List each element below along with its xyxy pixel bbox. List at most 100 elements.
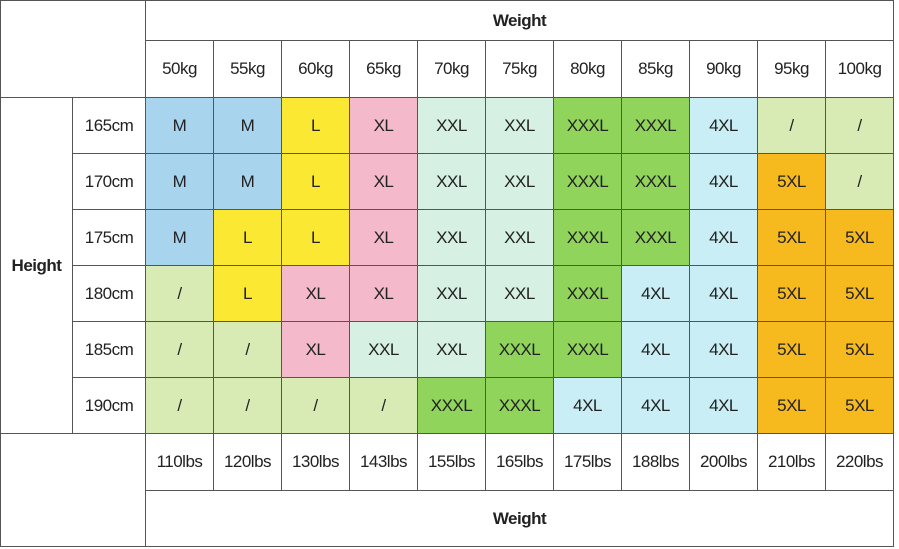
bottom-blank [0, 433, 146, 547]
height-label: 185cm [72, 321, 146, 378]
size-cell: 4XL [621, 377, 690, 434]
size-cell: XXXL [553, 265, 622, 322]
size-cell: XXXL [553, 97, 622, 154]
size-cell: 5XL [825, 265, 894, 322]
row-label: Height [0, 97, 73, 434]
kg-label: 55kg [213, 40, 282, 98]
size-cell: / [349, 377, 418, 434]
size-cell: M [145, 97, 214, 154]
size-cell: XXXL [621, 209, 690, 266]
lbs-label: 175lbs [553, 433, 622, 491]
size-cell: XXL [485, 209, 554, 266]
size-cell: / [213, 321, 282, 378]
size-cell: XL [349, 265, 418, 322]
height-label: 180cm [72, 265, 146, 322]
height-label: 170cm [72, 153, 146, 210]
size-cell: 5XL [825, 209, 894, 266]
size-cell: XXL [485, 153, 554, 210]
size-cell: XXL [417, 209, 486, 266]
size-cell: 5XL [757, 321, 826, 378]
size-cell: XXXL [553, 321, 622, 378]
size-cell: M [145, 153, 214, 210]
size-cell: / [825, 97, 894, 154]
size-cell: XXL [417, 153, 486, 210]
size-cell: / [757, 97, 826, 154]
size-cell: M [213, 97, 282, 154]
size-cell: 4XL [553, 377, 622, 434]
size-cell: 5XL [825, 377, 894, 434]
size-cell: / [825, 153, 894, 210]
size-cell: 4XL [689, 209, 758, 266]
size-cell: L [213, 265, 282, 322]
lbs-label: 120lbs [213, 433, 282, 491]
size-cell: 4XL [689, 321, 758, 378]
size-cell: XL [349, 153, 418, 210]
kg-label: 95kg [757, 40, 826, 98]
lbs-label: 200lbs [689, 433, 758, 491]
size-cell: 4XL [621, 265, 690, 322]
size-cell: XXXL [553, 209, 622, 266]
lbs-label: 165lbs [485, 433, 554, 491]
kg-label: 60kg [281, 40, 350, 98]
size-cell: M [145, 209, 214, 266]
size-cell: L [281, 209, 350, 266]
kg-label: 85kg [621, 40, 690, 98]
size-cell: 4XL [689, 97, 758, 154]
size-cell: / [145, 321, 214, 378]
size-cell: XXXL [417, 377, 486, 434]
height-label: 175cm [72, 209, 146, 266]
kg-label: 75kg [485, 40, 554, 98]
size-cell: XL [281, 321, 350, 378]
size-cell: 5XL [825, 321, 894, 378]
size-cell: XXL [349, 321, 418, 378]
size-cell: 4XL [689, 265, 758, 322]
height-label: 190cm [72, 377, 146, 434]
size-cell: M [213, 153, 282, 210]
size-cell: XL [349, 209, 418, 266]
height-label: 165cm [72, 97, 146, 154]
size-cell: L [213, 209, 282, 266]
lbs-label: 220lbs [825, 433, 894, 491]
lbs-label: 110lbs [145, 433, 214, 491]
size-cell: / [213, 377, 282, 434]
size-cell: 5XL [757, 377, 826, 434]
size-cell: 4XL [621, 321, 690, 378]
size-cell: / [145, 377, 214, 434]
kg-label: 80kg [553, 40, 622, 98]
size-cell: / [281, 377, 350, 434]
kg-label: 100kg [825, 40, 894, 98]
lbs-label: 210lbs [757, 433, 826, 491]
size-cell: L [281, 153, 350, 210]
size-cell: 5XL [757, 209, 826, 266]
size-cell: 4XL [689, 153, 758, 210]
size-cell: XXL [485, 265, 554, 322]
header-title: Weight [145, 0, 894, 41]
size-cell: / [145, 265, 214, 322]
lbs-label: 143lbs [349, 433, 418, 491]
size-cell: XXXL [621, 153, 690, 210]
size-cell: XXXL [553, 153, 622, 210]
kg-label: 65kg [349, 40, 418, 98]
size-cell: XXXL [485, 377, 554, 434]
size-cell: XXL [485, 97, 554, 154]
size-cell: XXL [417, 97, 486, 154]
kg-label: 50kg [145, 40, 214, 98]
size-cell: XXXL [621, 97, 690, 154]
size-cell: XXXL [485, 321, 554, 378]
size-cell: XXL [417, 265, 486, 322]
lbs-label: 188lbs [621, 433, 690, 491]
size-cell: 4XL [689, 377, 758, 434]
corner-blank [0, 0, 146, 98]
size-cell: 5XL [757, 153, 826, 210]
size-cell: XL [281, 265, 350, 322]
kg-label: 90kg [689, 40, 758, 98]
kg-label: 70kg [417, 40, 486, 98]
lbs-label: 130lbs [281, 433, 350, 491]
size-cell: L [281, 97, 350, 154]
footer-title: Weight [145, 490, 894, 547]
lbs-label: 155lbs [417, 433, 486, 491]
size-cell: XL [349, 97, 418, 154]
size-cell: 5XL [757, 265, 826, 322]
size-cell: XXL [417, 321, 486, 378]
